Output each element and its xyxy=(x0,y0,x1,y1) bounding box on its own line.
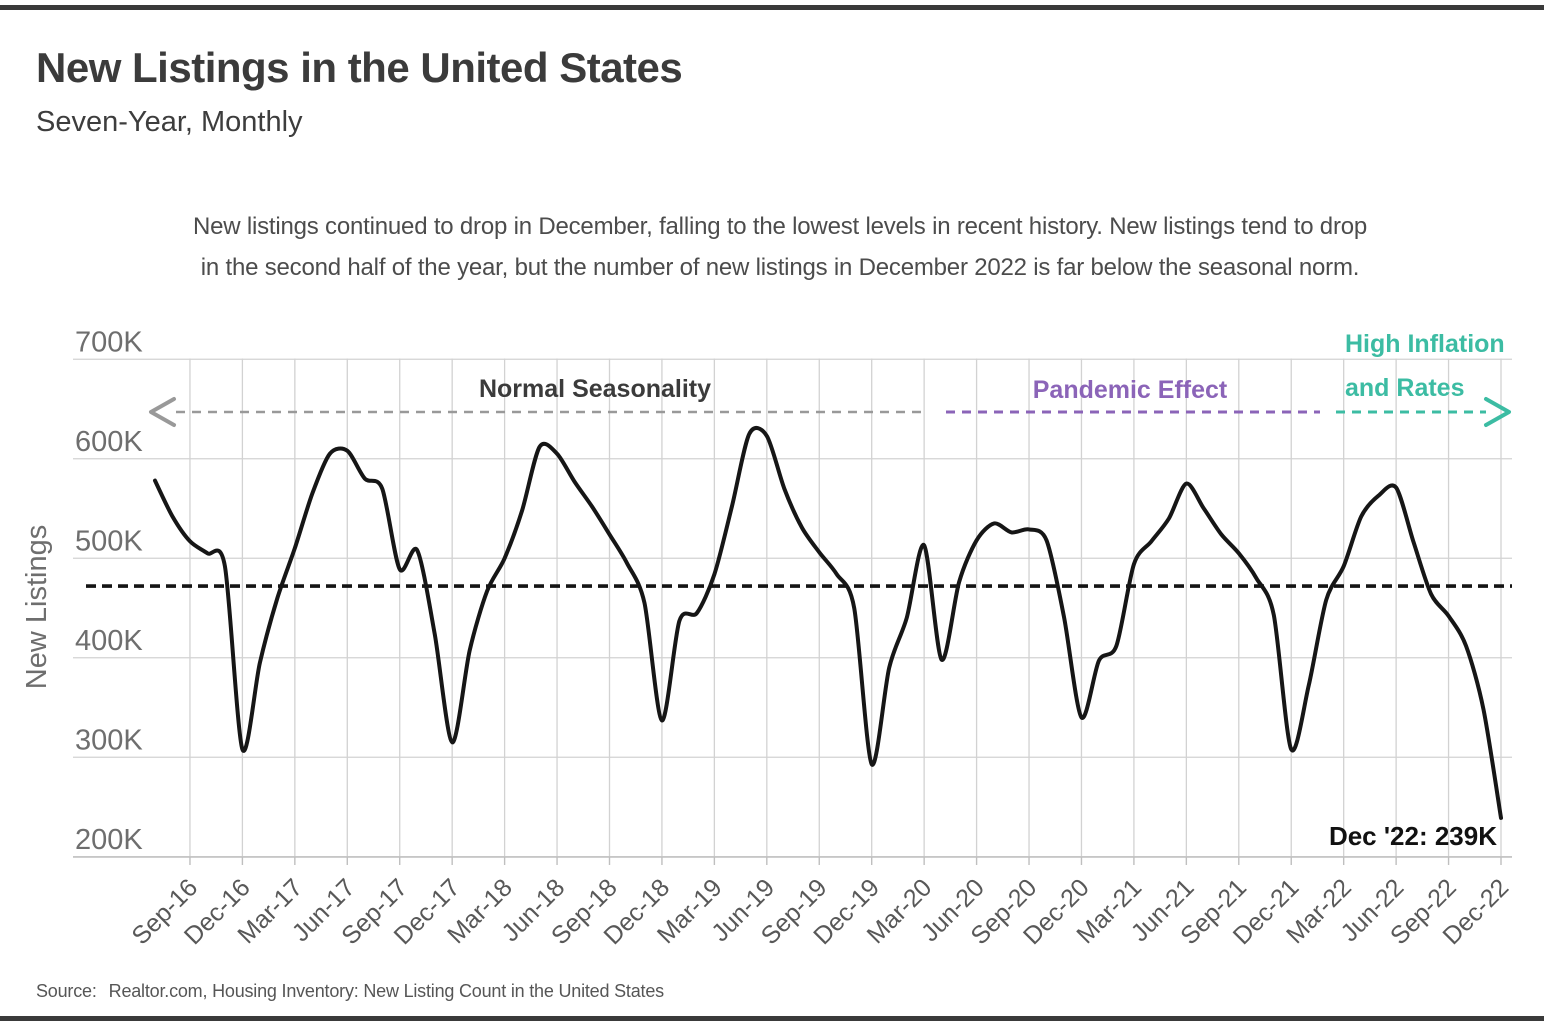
horizontal-gridlines xyxy=(73,358,1512,858)
end-value-label: Dec '22: 239K xyxy=(1329,821,1497,851)
pandemic-effect-label: Pandemic Effect xyxy=(1033,376,1228,404)
new-listings-series-line xyxy=(153,426,1503,820)
source-line: Source: Realtor.com, Housing Inventory: N… xyxy=(36,981,664,1002)
high-inflation-annotation: High Inflation and Rates xyxy=(1336,330,1511,427)
left-arrowhead-icon xyxy=(149,397,176,427)
bottom-rule xyxy=(0,1016,1544,1021)
x-axis-ticks xyxy=(189,857,1502,865)
source-prefix: Source: xyxy=(36,981,97,1001)
y-tick-label: 200K xyxy=(75,824,143,856)
y-tick-label: 400K xyxy=(75,625,143,657)
y-tick-label: 500K xyxy=(75,525,143,557)
chart-description: New listings continued to drop in Decemb… xyxy=(40,206,1520,288)
high-inflation-label-line2: and Rates xyxy=(1345,374,1464,402)
y-axis-title: New Listings xyxy=(21,525,53,689)
high-inflation-label-line1: High Inflation xyxy=(1345,330,1505,358)
page-title: New Listings in the United States xyxy=(36,44,683,91)
normal-seasonality-label: Normal Seasonality xyxy=(479,375,711,403)
page-subtitle: Seven-Year, Monthly xyxy=(36,106,303,138)
top-rule xyxy=(0,5,1544,10)
x-tick-labels: Sep-16Dec-16Mar-17Jun-17Sep-17Dec-17Mar-… xyxy=(126,873,1514,950)
source-text: Realtor.com, Housing Inventory: New List… xyxy=(108,981,664,1001)
y-tick-label: 300K xyxy=(75,724,143,756)
y-tick-label: 700K xyxy=(75,326,143,358)
y-tick-label: 600K xyxy=(75,426,143,458)
pandemic-effect-annotation: Pandemic Effect xyxy=(946,376,1320,414)
vertical-gridlines xyxy=(189,358,1502,857)
right-arrowhead-icon xyxy=(1484,397,1511,427)
y-tick-labels: 700K 600K 500K 400K 300K 200K xyxy=(75,326,143,856)
description-line-2: in the second half of the year, but the … xyxy=(200,254,1360,281)
normal-seasonality-annotation: Normal Seasonality xyxy=(149,375,922,427)
description-line-1: New listings continued to drop in Decemb… xyxy=(192,213,1368,240)
